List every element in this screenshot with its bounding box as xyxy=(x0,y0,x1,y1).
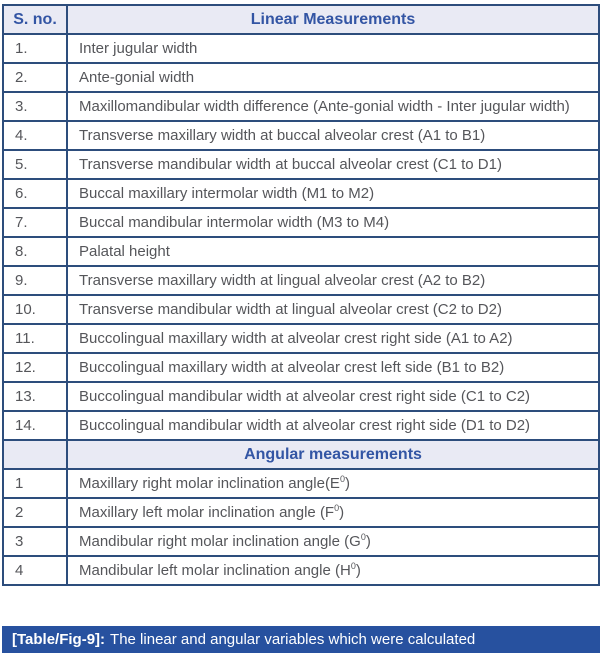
row-label: Buccal maxillary intermolar width (M1 to… xyxy=(66,178,600,209)
row-number: 12. xyxy=(2,352,68,383)
row-number: 7. xyxy=(2,207,68,238)
row-number: 4 xyxy=(2,555,68,586)
table-row: 9. Transverse maxillary width at lingual… xyxy=(2,265,600,296)
table-row: 8. Palatal height xyxy=(2,236,600,267)
row-number: 2 xyxy=(2,497,68,528)
row-number: 1 xyxy=(2,468,68,499)
table-row: 7. Buccal mandibular intermolar width (M… xyxy=(2,207,600,238)
table-row: 2. Ante-gonial width xyxy=(2,62,600,93)
superscript-zero: 0 xyxy=(360,532,366,542)
row-label: Buccal mandibular intermolar width (M3 t… xyxy=(66,207,600,238)
table-row: 14. Buccolingual mandibular width at alv… xyxy=(2,410,600,441)
table-row: 12. Buccolingual maxillary width at alve… xyxy=(2,352,600,383)
table-row: 2 Maxillary left molar inclination angle… xyxy=(2,497,600,528)
table-row: 13. Buccolingual mandibular width at alv… xyxy=(2,381,600,412)
row-number: 10. xyxy=(2,294,68,325)
row-label: Mandibular left molar inclination angle … xyxy=(66,555,600,586)
row-label: Buccolingual mandibular width at alveola… xyxy=(66,381,600,412)
table-row: 5. Transverse mandibular width at buccal… xyxy=(2,149,600,180)
row-number: 2. xyxy=(2,62,68,93)
header-angular-measurements: Angular measurements xyxy=(66,439,600,470)
row-number: 9. xyxy=(2,265,68,296)
caption-tag: [Table/Fig-9]: xyxy=(12,631,106,648)
row-label: Maxillomandibular width difference (Ante… xyxy=(66,91,600,122)
caption-text: The linear and angular variables which w… xyxy=(110,631,476,648)
row-label: Maxillary left molar inclination angle (… xyxy=(66,497,600,528)
table-row: 1 Maxillary right molar inclination angl… xyxy=(2,468,600,499)
table-caption: [Table/Fig-9]: The linear and angular va… xyxy=(2,626,600,653)
header-linear-measurements: Linear Measurements xyxy=(66,4,600,35)
table-row: 3 Mandibular right molar inclination ang… xyxy=(2,526,600,557)
row-label: Ante-gonial width xyxy=(66,62,600,93)
row-label: Transverse maxillary width at lingual al… xyxy=(66,265,600,296)
row-label: Mandibular right molar inclination angle… xyxy=(66,526,600,557)
header-sno: S. no. xyxy=(2,4,68,35)
superscript-zero: 0 xyxy=(339,474,345,484)
row-label: Palatal height xyxy=(66,236,600,267)
row-number: 8. xyxy=(2,236,68,267)
table-row: 6. Buccal maxillary intermolar width (M1… xyxy=(2,178,600,209)
row-number: 6. xyxy=(2,178,68,209)
row-label: Buccolingual maxillary width at alveolar… xyxy=(66,323,600,354)
row-number: 3. xyxy=(2,91,68,122)
row-number: 3 xyxy=(2,526,68,557)
row-number: 14. xyxy=(2,410,68,441)
row-number: 5. xyxy=(2,149,68,180)
row-label: Transverse maxillary width at buccal alv… xyxy=(66,120,600,151)
row-label: Maxillary right molar inclination angle(… xyxy=(66,468,600,499)
row-number: 13. xyxy=(2,381,68,412)
table-row: 4 Mandibular left molar inclination angl… xyxy=(2,555,600,586)
row-label: Buccolingual maxillary width at alveolar… xyxy=(66,352,600,383)
row-number: 4. xyxy=(2,120,68,151)
table-row: 4. Transverse maxillary width at buccal … xyxy=(2,120,600,151)
superscript-zero: 0 xyxy=(350,561,356,571)
table-row: 10. Transverse mandibular width at lingu… xyxy=(2,294,600,325)
measurements-table: S. no. Linear Measurements 1. Inter jugu… xyxy=(2,4,600,586)
table-header-row: S. no. Linear Measurements xyxy=(2,4,600,35)
row-label: Inter jugular width xyxy=(66,33,600,64)
table-row: 11. Buccolingual maxillary width at alve… xyxy=(2,323,600,354)
row-number: 1. xyxy=(2,33,68,64)
table-row: 3. Maxillomandibular width difference (A… xyxy=(2,91,600,122)
row-label: Transverse mandibular width at buccal al… xyxy=(66,149,600,180)
angular-header-empty-cell xyxy=(2,439,68,470)
row-label: Buccolingual mandibular width at alveola… xyxy=(66,410,600,441)
superscript-zero: 0 xyxy=(334,503,340,513)
row-number: 11. xyxy=(2,323,68,354)
row-label: Transverse mandibular width at lingual a… xyxy=(66,294,600,325)
table-row: 1. Inter jugular width xyxy=(2,33,600,64)
angular-header-row: Angular measurements xyxy=(2,439,600,470)
